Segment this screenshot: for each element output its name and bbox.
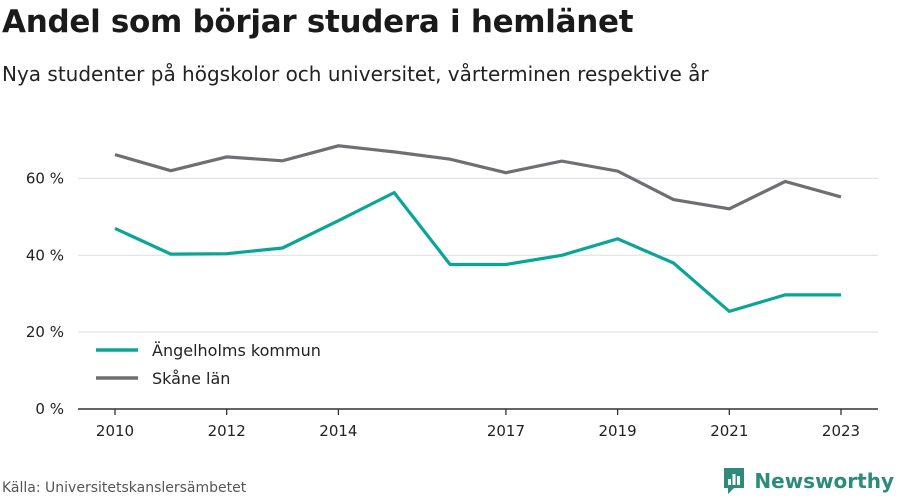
x-tick-label: 2014 <box>319 422 357 440</box>
y-tick-label: 60 % <box>26 169 64 187</box>
y-tick-label: 40 % <box>26 246 64 264</box>
legend-background <box>86 334 350 396</box>
y-tick-label: 0 % <box>35 400 64 418</box>
axes: 0 % 20 % 40 % 60 % 2010 2012 2014 2017 2019 2021 2… <box>26 169 878 440</box>
x-tick-label: 2023 <box>822 422 860 440</box>
series-line <box>114 144 842 211</box>
x-tick-label: 2019 <box>599 422 637 440</box>
legend-label: Skåne län <box>152 369 230 388</box>
brand-logo[interactable]: Newsworthy <box>722 466 894 496</box>
brand-name: Newsworthy <box>754 469 894 493</box>
series-line <box>114 190 841 314</box>
legend: Ängelholms kommun Skåne län <box>86 334 350 396</box>
legend-label: Ängelholms kommun <box>152 341 321 360</box>
bar-chart-logo-icon <box>724 468 745 494</box>
source-note: Källa: Universitetskanslersämbetet <box>2 480 247 496</box>
x-tick-label: 2021 <box>710 422 748 440</box>
chart-subtitle: Nya studenter på högskolor och universit… <box>2 62 709 86</box>
series-lines <box>114 144 842 314</box>
x-tick-label: 2010 <box>96 422 134 440</box>
y-tick-label: 20 % <box>26 323 64 341</box>
x-tick-label: 2017 <box>487 422 525 440</box>
line-chart: 0 % 20 % 40 % 60 % 2010 2012 2014 2017 2019 2021 2… <box>26 144 878 440</box>
x-tick-label: 2012 <box>208 422 246 440</box>
chart-title: Andel som börjar studera i hemlänet <box>2 4 634 40</box>
